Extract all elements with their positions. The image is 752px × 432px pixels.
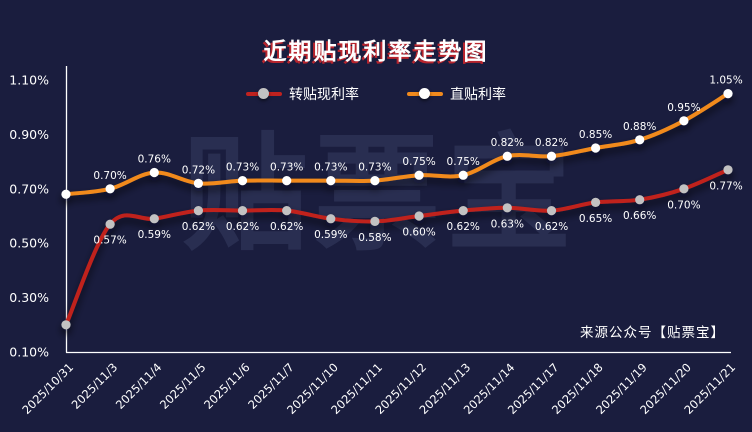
data-point-marker <box>370 176 380 186</box>
data-point-marker <box>546 151 557 161</box>
data-point-marker <box>105 184 115 194</box>
data-point-label: 0.57% <box>93 235 126 247</box>
x-axis-tick-label: 2025/10/31 <box>19 360 76 417</box>
data-point-label: 0.73% <box>314 162 347 174</box>
data-point-marker <box>237 176 248 186</box>
data-point-marker <box>237 206 248 216</box>
series-direct <box>61 89 733 199</box>
data-point-marker <box>414 211 424 221</box>
data-point-marker <box>458 206 468 216</box>
legend-item-rediscount: 转贴现利率 <box>246 84 359 104</box>
data-point-label: 0.75% <box>447 156 480 168</box>
data-point-marker <box>282 206 292 216</box>
data-point-label: 0.63% <box>491 218 524 230</box>
data-point-label: 0.70% <box>667 199 700 211</box>
data-point-label: 0.75% <box>402 156 435 168</box>
data-point-label: 0.73% <box>226 162 259 174</box>
series-line-direct <box>64 91 730 197</box>
data-point-marker <box>679 184 689 194</box>
data-point-label: 1.05% <box>709 75 742 87</box>
data-point-label: 0.76% <box>138 154 171 166</box>
data-point-marker <box>61 320 71 330</box>
legend-dot-swatch <box>419 88 430 99</box>
data-point-marker <box>723 165 733 175</box>
data-point-label: 0.82% <box>491 137 524 149</box>
data-point-marker <box>679 116 689 126</box>
data-point-marker <box>193 178 203 188</box>
legend-marker-rediscount-icon <box>246 88 282 100</box>
data-point-label: 0.58% <box>358 232 391 244</box>
data-point-marker <box>635 195 645 205</box>
data-point-label: 0.59% <box>138 229 171 241</box>
data-point-label: 0.59% <box>314 229 347 241</box>
data-point-label: 0.72% <box>182 164 215 176</box>
data-point-marker <box>458 170 468 180</box>
data-point-marker <box>723 89 733 99</box>
data-point-label: 0.95% <box>667 102 700 114</box>
source-note: 来源公众号【贴票宝】 <box>580 325 725 341</box>
data-point-marker <box>414 170 424 180</box>
data-point-label: 0.88% <box>623 121 656 133</box>
y-axis-tick-label: 0.90% <box>9 127 49 142</box>
data-point-label: 0.65% <box>579 213 612 225</box>
data-point-marker <box>591 197 601 207</box>
legend-label: 直贴利率 <box>450 87 506 103</box>
data-point-label: 0.62% <box>182 221 215 233</box>
data-point-label: 0.66% <box>623 210 656 222</box>
data-point-marker <box>326 176 336 186</box>
legend-label: 转贴现利率 <box>289 87 359 103</box>
x-axis-tick-label: 2025/11/4 <box>113 360 165 412</box>
x-axis-tick-label: 2025/11/5 <box>157 360 209 412</box>
x-axis-tick-label: 2025/11/6 <box>201 360 253 412</box>
data-point-label: 0.73% <box>270 162 303 174</box>
data-point-marker <box>546 206 557 216</box>
data-point-marker <box>502 203 512 213</box>
data-point-marker <box>105 219 115 229</box>
y-axis-tick-label: 0.70% <box>9 181 49 196</box>
data-point-label: 0.77% <box>709 180 742 192</box>
data-point-marker <box>591 143 601 153</box>
series-line-rediscount <box>64 167 730 327</box>
data-point-marker <box>635 135 645 145</box>
data-point-label: 0.62% <box>270 221 303 233</box>
legend-marker-direct-icon <box>407 88 443 100</box>
data-point-marker <box>370 216 380 226</box>
y-axis-tick-label: 0.10% <box>9 345 49 360</box>
data-point-label: 0.85% <box>579 129 612 141</box>
legend-dot-swatch <box>258 88 269 99</box>
y-axis-tick-label: 0.50% <box>9 236 49 251</box>
data-point-label: 0.70% <box>93 170 126 182</box>
data-point-label: 0.82% <box>535 137 568 149</box>
data-point-label: 0.62% <box>535 221 568 233</box>
y-axis-tick-label: 0.30% <box>9 290 49 305</box>
data-point-marker <box>149 167 159 178</box>
data-point-label: 0.62% <box>447 221 480 233</box>
chart-title: 近期贴现利率走势图 <box>263 39 489 65</box>
data-point-marker <box>61 189 71 199</box>
legend-item-direct: 直贴利率 <box>407 84 506 104</box>
y-axis-tick-label: 1.10% <box>9 73 49 88</box>
x-axis-tick-label: 2025/11/3 <box>69 360 121 412</box>
data-point-marker <box>193 206 203 216</box>
data-point-label: 0.62% <box>226 221 259 233</box>
data-point-marker <box>149 214 159 224</box>
chart-legend: 转贴现利率 直贴利率 <box>0 84 752 104</box>
data-point-label: 0.60% <box>402 227 435 239</box>
series-rediscount <box>61 165 733 330</box>
data-point-marker <box>502 151 512 161</box>
watermark-text: 贴票宝 <box>182 121 578 268</box>
data-point-marker <box>282 176 292 186</box>
data-point-marker <box>326 214 336 224</box>
data-point-label: 0.73% <box>358 162 391 174</box>
